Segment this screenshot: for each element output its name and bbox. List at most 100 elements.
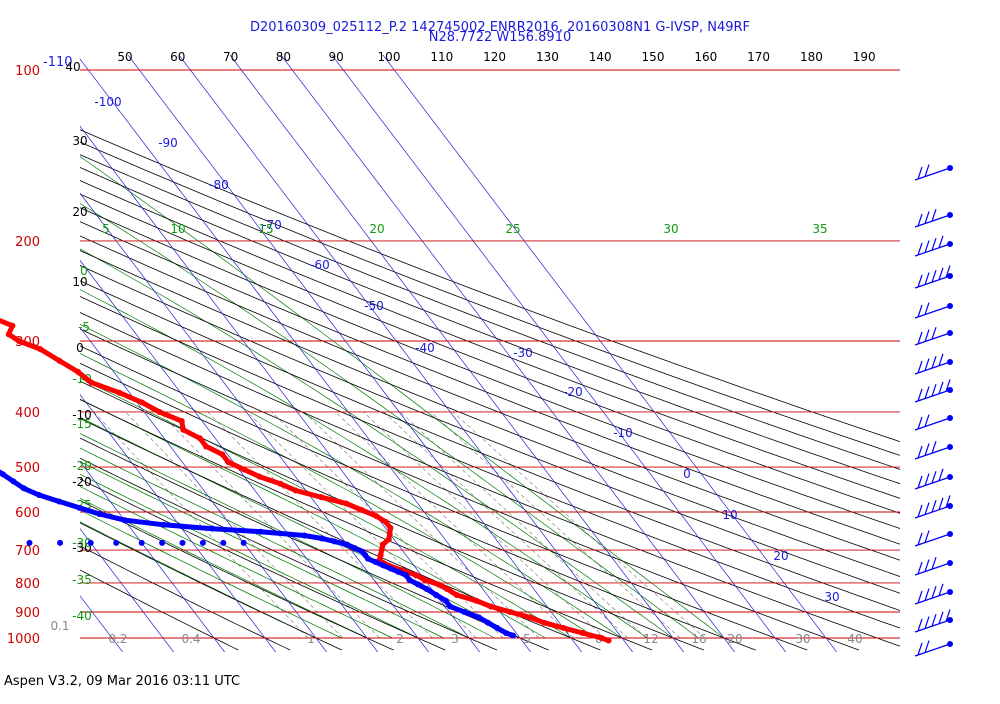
- height-km-label: 0: [76, 341, 84, 355]
- isotherm-label: 10: [722, 508, 737, 522]
- dry-adiabat-line: [80, 399, 653, 651]
- mixing-ratio-line: [93, 411, 309, 639]
- dry-adiabat-line: [80, 129, 900, 443]
- isotherm-label: -20: [563, 385, 583, 399]
- height-km-label: -20: [72, 475, 92, 489]
- moist-adiabat-line: [80, 433, 495, 639]
- moist-adiabat-label: 20: [369, 222, 384, 236]
- isotherm-label: 30: [824, 590, 839, 604]
- moist-adiabat-label: 10: [170, 222, 185, 236]
- wind-barb-column: [914, 164, 953, 657]
- moist-adiabat-line: [80, 289, 648, 639]
- wind-barb: [914, 583, 951, 605]
- isotherm-label: -70: [262, 218, 282, 232]
- temperature-data-point: [196, 435, 203, 442]
- mixing-ratio-label: 2: [396, 632, 404, 646]
- theta-top-label: 90: [329, 50, 344, 64]
- dewpoint-isolated-point: [199, 539, 206, 546]
- mixing-ratio-label: 20: [727, 632, 742, 646]
- mixing-ratio-label: 5: [523, 632, 531, 646]
- temperature-data-point: [75, 368, 82, 375]
- theta-top-label: 80: [276, 50, 291, 64]
- dewpoint-axis-label: -20: [72, 459, 92, 473]
- dewpoint-axis-label: -40: [72, 609, 92, 623]
- temperature-data-point: [373, 513, 380, 520]
- moist-adiabat-label: 30: [663, 222, 678, 236]
- pressure-tick-label: 800: [15, 577, 40, 592]
- dewpoint-data-point: [372, 559, 379, 566]
- isotherm-label: 20: [773, 549, 788, 563]
- moist-adiabat-label: 5: [102, 222, 110, 236]
- moist-adiabat-label: 35: [812, 222, 827, 236]
- dewpoint-data-point: [35, 491, 42, 498]
- temperature-data-point: [178, 418, 185, 425]
- wind-barb: [914, 557, 951, 576]
- theta-top-label: 140: [589, 50, 612, 64]
- dewpoint-data-point: [10, 478, 17, 485]
- dry-adiabat-line: [80, 328, 860, 651]
- moist-adiabat-line: [80, 323, 623, 639]
- dewpoint-data-point: [96, 511, 103, 518]
- temperature-data-point: [377, 552, 384, 559]
- isotherm-label: -80: [209, 178, 229, 192]
- moist-adiabat-line: [80, 497, 368, 639]
- dry-adiabat-line: [80, 207, 900, 529]
- isotherm-line: [331, 55, 787, 652]
- temperature-data-point: [453, 591, 460, 598]
- moist-adiabat-line: [80, 377, 572, 639]
- temperature-data-point: [387, 524, 394, 531]
- mixing-ratio-label: 3: [451, 632, 459, 646]
- dewpoint-data-point: [380, 562, 387, 569]
- height-km-label: 10: [72, 275, 87, 289]
- dewpoint-isolated-point: [179, 539, 186, 546]
- dewpoint-data-point: [475, 614, 482, 621]
- temperature-data-point: [37, 346, 44, 353]
- theta-top-label: 180: [800, 50, 823, 64]
- moist-adiabat-line: [80, 248, 674, 639]
- mixing-ratio-label: 12: [643, 632, 658, 646]
- isotherm-label: -90: [158, 136, 178, 150]
- pressure-tick-label: 100: [15, 64, 40, 79]
- dewpoint-data-point: [209, 525, 216, 532]
- dewpoint-isolated-point: [159, 539, 166, 546]
- dry-adiabat-line: [80, 457, 498, 651]
- dewpoint-axis-label: -35: [72, 573, 92, 587]
- temperature-data-point: [385, 536, 392, 543]
- dewpoint-axis-label: -5: [78, 320, 90, 334]
- theta-top-label: 120: [483, 50, 506, 64]
- mixing-ratio-label: 1: [307, 632, 315, 646]
- isotherm-label: -30: [513, 346, 533, 360]
- dewpoint-axis-label: -15: [72, 417, 92, 431]
- height-axis-label: -110: [43, 55, 73, 70]
- dewpoint-data-point: [301, 532, 308, 539]
- temperature-data-point: [15, 338, 22, 345]
- wind-barb: [914, 164, 951, 181]
- dewpoint-data-point: [364, 555, 371, 562]
- moist-adiabat-line: [80, 486, 393, 639]
- mixing-ratio-label: 40: [847, 632, 862, 646]
- dry-adiabat-line: [80, 265, 900, 594]
- wind-barb: [914, 441, 951, 460]
- moist-adiabat-line: [80, 521, 317, 639]
- pressure-tick-label: 500: [15, 461, 40, 476]
- dewpoint-isolated-point: [220, 539, 227, 546]
- temperature-data-point: [5, 331, 12, 338]
- dewpoint-data-point: [484, 619, 491, 626]
- temperature-data-point: [219, 451, 226, 458]
- dewpoint-data-point: [406, 576, 413, 583]
- theta-top-label: 190: [853, 50, 876, 64]
- dewpoint-data-point: [442, 597, 449, 604]
- dry-adiabat-line: [80, 295, 900, 629]
- moist-adiabat-label: 15: [258, 222, 273, 236]
- temperature-data-point: [487, 603, 494, 610]
- wind-barb: [914, 414, 951, 431]
- dewpoint-data-point: [415, 581, 422, 588]
- temperature-data-point: [56, 357, 63, 364]
- height-km-label: -30: [72, 541, 92, 555]
- isotherm-line: [127, 55, 583, 652]
- dry-adiabat-line: [80, 478, 446, 651]
- temperature-data-point: [382, 519, 389, 526]
- temperature-data-point: [386, 530, 393, 537]
- dewpoint-data-point: [510, 632, 517, 639]
- temperature-data-point: [241, 466, 248, 473]
